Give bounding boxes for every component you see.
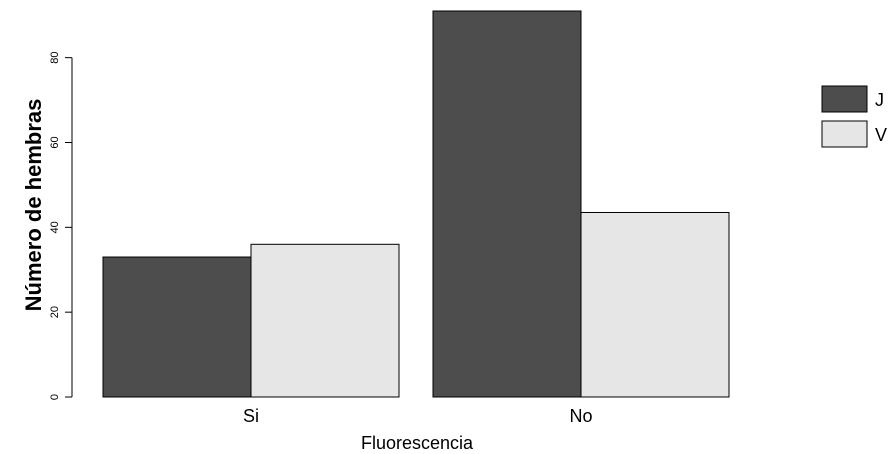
y-tick-label: 20 — [49, 306, 61, 318]
bar-J-Si — [102, 256, 252, 398]
y-axis-title: Número de hembras — [21, 99, 46, 312]
legend-label-J: J — [875, 90, 884, 110]
legend-swatch-J — [821, 85, 868, 113]
bars-group — [102, 10, 730, 398]
x-axis-categories: Si No — [243, 406, 593, 426]
legend: JV — [821, 85, 887, 148]
legend-label-V: V — [875, 125, 887, 145]
bar-V-Si — [250, 243, 400, 398]
y-tick-label: 0 — [49, 394, 61, 400]
y-tick-label: 60 — [49, 136, 61, 148]
x-category-label: Si — [243, 406, 259, 426]
legend-swatch-V — [821, 120, 868, 148]
bar-V-No — [580, 211, 730, 398]
x-category-label: No — [569, 406, 592, 426]
y-tick-label: 40 — [49, 221, 61, 233]
y-axis: 0 20 40 60 80 — [49, 52, 73, 400]
y-tick-label: 80 — [49, 52, 61, 64]
bar-J-No — [432, 10, 582, 398]
x-axis-title: Fluorescencia — [361, 433, 474, 453]
